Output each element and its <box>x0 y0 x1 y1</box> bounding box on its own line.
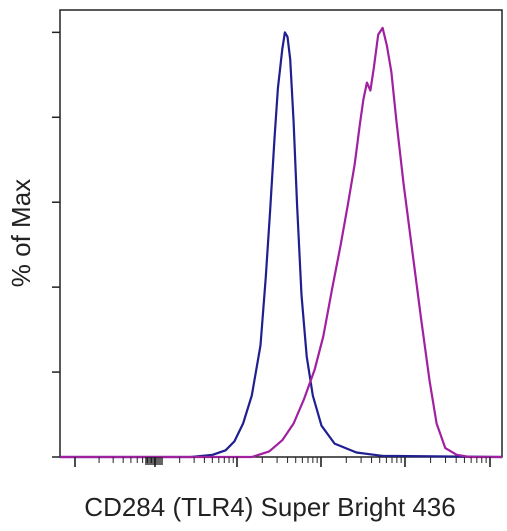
y-axis-label: % of Max <box>6 179 36 287</box>
axes-layer <box>52 31 491 467</box>
x-axis-label: CD284 (TLR4) Super Bright 436 <box>84 492 455 522</box>
series-layer <box>60 26 503 459</box>
plot-area <box>59 9 503 458</box>
series-line-2 <box>60 26 502 459</box>
plot-frame <box>59 9 503 458</box>
series-line-1 <box>60 31 503 459</box>
